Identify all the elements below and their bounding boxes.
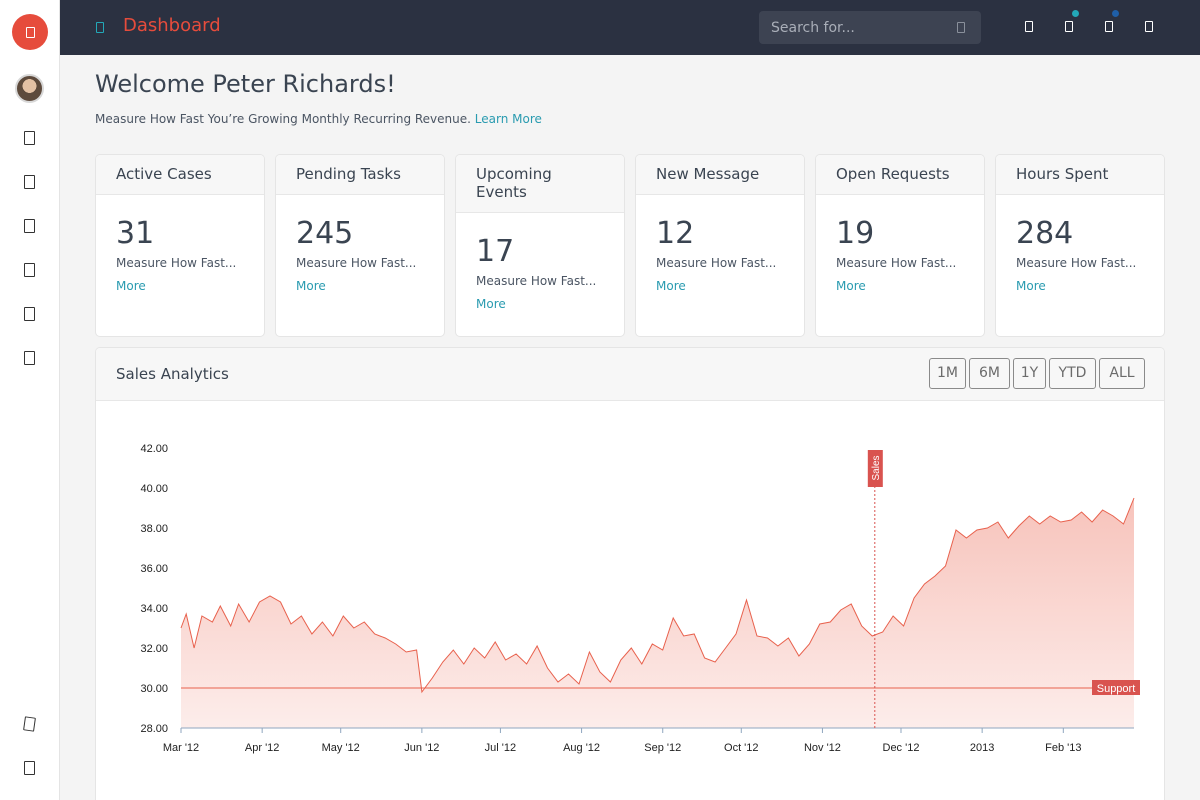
x-tick-label: Mar '12: [163, 742, 199, 754]
sales-chart[interactable]: 42.00 40.00 38.00 36.00 34.00 32.00 30.00 28.00…: [96, 348, 1165, 800]
sidebar-nav-icon-4[interactable]: [24, 263, 35, 277]
logo-icon[interactable]: [12, 14, 48, 50]
stat-card-hours-spent: Hours Spent 284 Measure How Fast... More: [995, 154, 1165, 337]
x-tick-label: Oct '12: [724, 742, 759, 754]
learn-more-link[interactable]: Learn More: [474, 112, 542, 126]
range-button-all[interactable]: ALL: [1099, 358, 1145, 389]
sidebar-nav-icon-6[interactable]: [24, 351, 35, 365]
stat-card-pending-tasks: Pending Tasks 245 Measure How Fast... Mo…: [275, 154, 445, 337]
topbar-icon-4[interactable]: [1145, 21, 1153, 32]
panel-title: Sales Analytics: [116, 365, 229, 383]
x-tick-label: Jun '12: [404, 742, 439, 754]
y-tick-label: 34.00: [140, 603, 168, 615]
card-more-link[interactable]: More: [476, 297, 506, 311]
sales-flag-bg: [867, 450, 883, 487]
card-more-link[interactable]: More: [1016, 279, 1046, 293]
sidebar-nav-icon-1[interactable]: [24, 131, 35, 145]
card-value: 17: [476, 234, 515, 269]
card-more-link[interactable]: More: [296, 279, 326, 293]
sales-analytics-panel: Sales Analytics 1M 6M 1Y YTD ALL 42.00 40…: [95, 347, 1165, 800]
notification-icon[interactable]: [1065, 21, 1073, 32]
x-tick-label: Jul '12: [485, 742, 516, 754]
logo-glyph-icon: [25, 26, 35, 38]
card-description: Measure How Fast...: [656, 256, 777, 270]
y-tick-label: 42.00: [140, 443, 168, 455]
x-tick-label: May '12: [322, 742, 360, 754]
card-title: Hours Spent: [996, 155, 1164, 195]
card-title: Open Requests: [816, 155, 984, 195]
message-dot: [1112, 10, 1119, 17]
range-button-1m[interactable]: 1M: [929, 358, 966, 389]
sidebar-nav-icon-7[interactable]: [23, 716, 36, 732]
x-tick-label: Dec '12: [883, 742, 920, 754]
user-avatar[interactable]: [15, 74, 44, 103]
y-tick-label: 36.00: [140, 563, 168, 575]
panel-header: Sales Analytics 1M 6M 1Y YTD ALL: [96, 348, 1164, 401]
card-more-link[interactable]: More: [836, 279, 866, 293]
range-button-ytd[interactable]: YTD: [1049, 358, 1096, 389]
sidebar: [0, 0, 60, 800]
topbar-icon-1[interactable]: [1025, 21, 1033, 32]
card-title: Active Cases: [96, 155, 264, 195]
x-tick-label: Sep '12: [644, 742, 681, 754]
card-value: 31: [116, 216, 155, 251]
x-tick-label: Aug '12: [563, 742, 600, 754]
card-description: Measure How Fast...: [836, 256, 957, 270]
topbar: Dashboard: [60, 0, 1200, 55]
sidebar-nav-icon-2[interactable]: [24, 175, 35, 189]
card-more-link[interactable]: More: [656, 279, 686, 293]
page-title: Welcome Peter Richards!: [95, 70, 396, 98]
y-tick-label: 40.00: [140, 483, 168, 495]
series-area: [181, 498, 1134, 728]
search-input[interactable]: [759, 11, 949, 44]
search-box: [759, 11, 981, 44]
sidebar-nav-icon-3[interactable]: [24, 219, 35, 233]
sidebar-nav-icon-5[interactable]: [24, 307, 35, 321]
card-value: 245: [296, 216, 354, 251]
series-line: [180, 497, 1135, 694]
support-label: Support: [1097, 683, 1136, 695]
card-value: 12: [656, 216, 695, 251]
card-value: 19: [836, 216, 875, 251]
range-button-6m[interactable]: 6M: [969, 358, 1010, 389]
card-description: Measure How Fast...: [296, 256, 417, 270]
x-tick-label: Apr '12: [245, 742, 280, 754]
y-tick-label: 28.00: [140, 723, 168, 735]
y-tick-label: 38.00: [140, 523, 168, 535]
search-icon[interactable]: [957, 22, 965, 33]
page-subtitle: Measure How Fast You’re Growing Monthly …: [95, 112, 542, 126]
stat-card-upcoming-events: Upcoming Events 17 Measure How Fast... M…: [455, 154, 625, 337]
card-more-link[interactable]: More: [116, 279, 146, 293]
card-title: New Message: [636, 155, 804, 195]
x-tick-label: Nov '12: [804, 742, 841, 754]
stat-card-new-message: New Message 12 Measure How Fast... More: [635, 154, 805, 337]
subtitle-text: Measure How Fast You’re Growing Monthly …: [95, 112, 471, 126]
range-button-1y[interactable]: 1Y: [1013, 358, 1046, 389]
x-tick-label: Feb '13: [1045, 742, 1081, 754]
support-label-bg: [1092, 680, 1140, 695]
y-tick-label: 30.00: [140, 683, 168, 695]
card-value: 284: [1016, 216, 1074, 251]
stat-card-active-cases: Active Cases 31 Measure How Fast... More: [95, 154, 265, 337]
sidebar-nav-icon-8[interactable]: [24, 761, 35, 775]
brand-title[interactable]: Dashboard: [123, 15, 221, 36]
menu-toggle-icon[interactable]: [96, 22, 104, 33]
notification-dot: [1072, 10, 1079, 17]
x-tick-label: 2013: [970, 742, 994, 754]
y-tick-label: 32.00: [140, 643, 168, 655]
message-icon[interactable]: [1105, 21, 1113, 32]
card-description: Measure How Fast...: [476, 274, 597, 288]
card-title: Pending Tasks: [276, 155, 444, 195]
stat-card-open-requests: Open Requests 19 Measure How Fast... Mor…: [815, 154, 985, 337]
sales-flag-label: Sales: [871, 455, 882, 480]
card-description: Measure How Fast...: [116, 256, 237, 270]
card-title: Upcoming Events: [456, 155, 624, 213]
card-description: Measure How Fast...: [1016, 256, 1137, 270]
